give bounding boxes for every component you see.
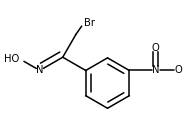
Text: O: O [152,43,160,53]
Text: Br: Br [84,18,95,28]
Text: O: O [175,66,182,75]
Text: N: N [36,66,43,75]
Text: N: N [152,66,160,75]
Text: HO: HO [4,54,19,64]
